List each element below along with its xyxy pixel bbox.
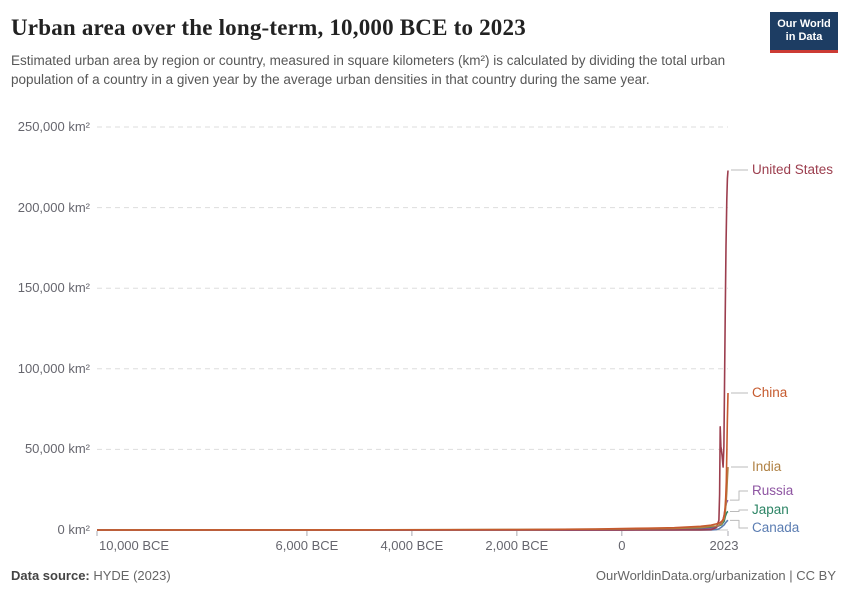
entity-label-russia[interactable]: Russia (752, 483, 794, 498)
series-line-japan (96, 510, 729, 531)
series-line-india (96, 467, 729, 531)
entity-label-japan[interactable]: Japan (752, 502, 789, 517)
data-source-label: Data source: (11, 568, 90, 583)
label-connector (730, 509, 748, 512)
x-tick-label: 2,000 BCE (485, 538, 549, 553)
chart-subtitle: Estimated urban area by region or countr… (11, 53, 726, 87)
label-connector (730, 519, 748, 529)
entity-label-united-states[interactable]: United States (752, 162, 834, 177)
owid-logo[interactable]: Our World in Data (770, 12, 838, 53)
series-line-united-states (97, 170, 729, 531)
label-connector (730, 490, 748, 501)
x-tick-label: 2023 (709, 538, 739, 553)
entity-label-india[interactable]: India (752, 459, 782, 474)
series-line-russia (96, 499, 729, 531)
owid-logo-line1: Our World (777, 18, 831, 30)
x-tick-label: 4,000 BCE (380, 538, 444, 553)
page-title: Urban area over the long-term, 10,000 BC… (11, 15, 526, 40)
data-source-note: Data source: HYDE (2023) (11, 568, 171, 583)
series-line-china (96, 392, 729, 531)
data-source-value: HYDE (2023) (89, 568, 171, 583)
x-tick-label: 10,000 BCE (99, 538, 170, 553)
y-tick-label: 200,000 km² (17, 199, 90, 215)
y-tick-label: 250,000 km² (17, 119, 90, 134)
y-tick-label: 100,000 km² (17, 360, 90, 376)
y-tick-label: 150,000 km² (17, 280, 90, 296)
entity-label-china[interactable]: China (752, 385, 788, 400)
x-tick-label: 6,000 BCE (275, 538, 339, 553)
x-tick-label: 0 (618, 538, 626, 553)
entity-label-canada[interactable]: Canada (752, 520, 800, 535)
credit-link[interactable]: OurWorldinData.org/urbanization | CC BY (595, 568, 836, 583)
y-tick-label: 50,000 km² (24, 441, 90, 457)
y-tick-label: 0 km² (57, 522, 91, 537)
owid-logo-line2: in Data (785, 31, 823, 43)
